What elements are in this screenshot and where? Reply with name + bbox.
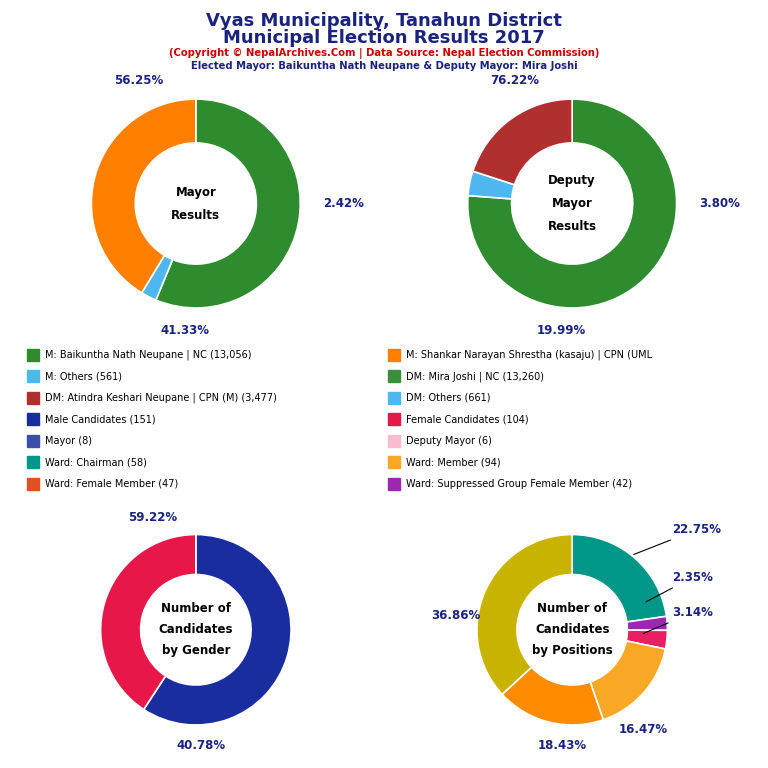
Wedge shape	[590, 641, 665, 720]
Text: 76.22%: 76.22%	[490, 74, 539, 87]
Text: Mayor: Mayor	[551, 197, 593, 210]
Text: Ward: Suppressed Group Female Member (42): Ward: Suppressed Group Female Member (42…	[406, 478, 631, 489]
Text: 36.86%: 36.86%	[432, 609, 481, 622]
Text: 19.99%: 19.99%	[537, 324, 586, 337]
Text: Municipal Election Results 2017: Municipal Election Results 2017	[223, 29, 545, 47]
Text: M: Others (561): M: Others (561)	[45, 371, 121, 382]
Text: M: Shankar Narayan Shrestha (kasaju) | CPN (UML: M: Shankar Narayan Shrestha (kasaju) | C…	[406, 349, 651, 360]
Text: Candidates: Candidates	[535, 624, 610, 636]
Wedge shape	[468, 99, 677, 308]
Text: Deputy Mayor (6): Deputy Mayor (6)	[406, 435, 492, 446]
Text: 3.14%: 3.14%	[644, 606, 713, 634]
Wedge shape	[91, 99, 196, 293]
Wedge shape	[156, 99, 300, 308]
Text: 40.78%: 40.78%	[176, 740, 225, 753]
Wedge shape	[627, 617, 667, 631]
Wedge shape	[502, 667, 603, 725]
Text: by Gender: by Gender	[161, 644, 230, 657]
Text: Elected Mayor: Baikuntha Nath Neupane & Deputy Mayor: Mira Joshi: Elected Mayor: Baikuntha Nath Neupane & …	[190, 61, 578, 71]
Wedge shape	[626, 630, 667, 649]
Wedge shape	[468, 171, 515, 199]
Text: DM: Mira Joshi | NC (13,260): DM: Mira Joshi | NC (13,260)	[406, 371, 544, 382]
Wedge shape	[144, 535, 291, 725]
Text: Vyas Municipality, Tanahun District: Vyas Municipality, Tanahun District	[206, 12, 562, 29]
Wedge shape	[142, 255, 173, 300]
Wedge shape	[101, 535, 196, 710]
Text: Number of: Number of	[161, 602, 231, 615]
Text: Mayor (8): Mayor (8)	[45, 435, 91, 446]
Wedge shape	[473, 99, 572, 185]
Text: Mayor: Mayor	[175, 186, 217, 199]
Text: 2.42%: 2.42%	[323, 197, 364, 210]
Text: Ward: Female Member (47): Ward: Female Member (47)	[45, 478, 178, 489]
Text: 18.43%: 18.43%	[538, 740, 588, 753]
Text: M: Baikuntha Nath Neupane | NC (13,056): M: Baikuntha Nath Neupane | NC (13,056)	[45, 349, 251, 360]
Text: 59.22%: 59.22%	[128, 511, 177, 524]
Text: Male Candidates (151): Male Candidates (151)	[45, 414, 155, 425]
Text: Number of: Number of	[537, 602, 607, 615]
Text: 56.25%: 56.25%	[114, 74, 163, 87]
Text: DM: Others (661): DM: Others (661)	[406, 392, 490, 403]
Text: 41.33%: 41.33%	[161, 324, 210, 337]
Text: Female Candidates (104): Female Candidates (104)	[406, 414, 528, 425]
Text: Deputy: Deputy	[548, 174, 596, 187]
Text: Candidates: Candidates	[158, 624, 233, 636]
Text: DM: Atindra Keshari Neupane | CPN (M) (3,477): DM: Atindra Keshari Neupane | CPN (M) (3…	[45, 392, 276, 403]
Text: Ward: Member (94): Ward: Member (94)	[406, 457, 500, 468]
Text: Results: Results	[171, 208, 220, 221]
Text: 16.47%: 16.47%	[619, 723, 668, 737]
Text: Ward: Chairman (58): Ward: Chairman (58)	[45, 457, 147, 468]
Wedge shape	[572, 535, 667, 622]
Text: 22.75%: 22.75%	[634, 523, 721, 554]
Text: (Copyright © NepalArchives.Com | Data Source: Nepal Election Commission): (Copyright © NepalArchives.Com | Data So…	[169, 48, 599, 58]
Text: by Positions: by Positions	[531, 644, 613, 657]
Text: Results: Results	[548, 220, 597, 233]
Text: 3.80%: 3.80%	[700, 197, 740, 210]
Wedge shape	[477, 535, 572, 694]
Text: 2.35%: 2.35%	[646, 571, 713, 602]
